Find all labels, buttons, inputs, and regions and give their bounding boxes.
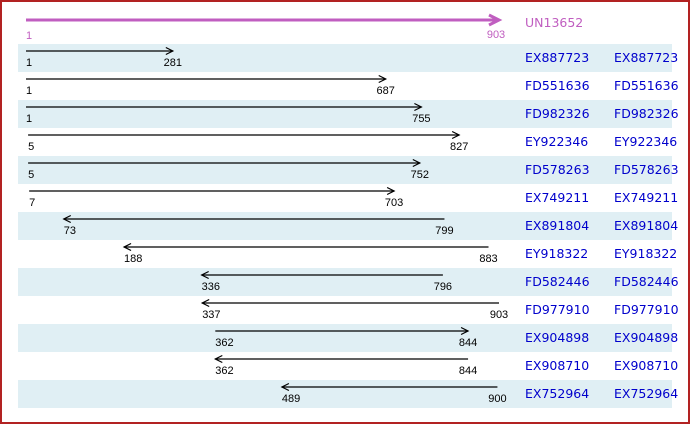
alignment-end-label: 883 [479,253,498,265]
alignment-row: 5 827 EY922346 EY922346 [18,128,677,156]
alignment-start-label: 362 [215,365,234,377]
alignment-start-label: 5 [28,141,35,153]
alignment-row: 1 687 FD551636 FD551636 [18,72,679,100]
alignment-end-label: 281 [163,57,183,69]
accession-link-secondary[interactable]: EX887723 [614,50,679,65]
accession-link-secondary[interactable]: FD982326 [614,106,679,121]
accession-link[interactable]: FD578263 [525,162,590,177]
alignment-end-label: 687 [376,85,395,97]
alignment-end-label: 827 [449,141,469,153]
accession-link-secondary[interactable]: FD551636 [614,78,679,93]
alignment-start-label: 5 [28,169,35,181]
alignment-row: 336 796 FD582446 FD582446 [18,268,679,296]
alignment-end-label: 796 [433,281,453,293]
alignment-start-label: 1 [26,57,33,69]
alignment-start-label: 188 [124,253,143,265]
accession-link-secondary[interactable]: FD578263 [614,162,679,177]
alignment-end-label: 844 [458,337,478,349]
accession-link[interactable]: FD977910 [525,302,590,317]
accession-link-secondary[interactable]: EX891804 [614,218,679,233]
accession-link[interactable]: EX904898 [525,330,590,345]
accession-link[interactable]: EY918322 [525,246,589,261]
accession-link[interactable]: EY922346 [525,134,589,149]
alignment-start-label: 362 [215,337,234,349]
alignment-start-label: 73 [63,225,76,237]
accession-link[interactable]: EX891804 [525,218,590,233]
accession-link[interactable]: FD551636 [525,78,590,93]
accession-link[interactable]: FD982326 [525,106,590,121]
alignment-row: 188 883 EY918322 EY918322 [18,240,677,268]
accession-link-secondary[interactable]: EY922346 [614,134,678,149]
accession-link-secondary[interactable]: EX752964 [614,386,679,401]
accession-link[interactable]: EX752964 [525,386,590,401]
reference-name: UN13652 [525,15,584,30]
alignment-end-label: 752 [410,169,429,181]
accession-link-secondary[interactable]: EY918322 [614,246,678,261]
alignment-end-label: 900 [488,393,507,405]
alignment-start-label: 337 [202,309,221,321]
alignment-end-label: 799 [435,225,454,237]
accession-link-secondary[interactable]: EX908710 [614,358,679,373]
accession-link-secondary[interactable]: EX749211 [614,190,679,205]
accession-link[interactable]: EX749211 [525,190,590,205]
alignment-start-label: 7 [29,197,36,209]
reference-start-label: 1 [26,30,33,42]
accession-link[interactable]: EX908710 [525,358,590,373]
alignment-start-label: 1 [26,85,33,97]
accession-link[interactable]: EX887723 [525,50,590,65]
alignment-end-label: 703 [384,197,404,209]
alignment-row: 7 703 EX749211 EX749211 [18,184,678,212]
alignment-row: 5 752 FD578263 FD578263 [18,156,679,184]
accession-link-secondary[interactable]: EX904898 [614,330,679,345]
alignment-end-label: 755 [412,113,431,125]
reference-end-label: 903 [486,29,506,41]
accession-link-secondary[interactable]: FD977910 [614,302,679,317]
alignment-start-label: 1 [26,113,33,125]
alignment-row: 1 755 FD982326 FD982326 [18,100,679,128]
alignment-start-label: 336 [201,281,221,293]
alignment-row: 362 844 EX908710 EX908710 [18,352,678,380]
alignment-end-label: 903 [489,309,509,321]
alignment-end-label: 844 [458,365,478,377]
alignment-row: 362 844 EX904898 EX904898 [18,324,678,352]
arrow [26,13,503,27]
alignment-row: 489 900 EX752964 EX752964 [18,380,678,408]
alignment-row: 337 903 FD977910 FD977910 [18,296,678,324]
alignment-start-label: 489 [281,393,301,405]
alignment-row: 73 799 EX891804 EX891804 [18,212,678,240]
alignment-row: 1 281 EX887723 EX887723 [18,44,678,72]
accession-link[interactable]: FD582446 [525,274,590,289]
accession-link-secondary[interactable]: FD582446 [614,274,679,289]
